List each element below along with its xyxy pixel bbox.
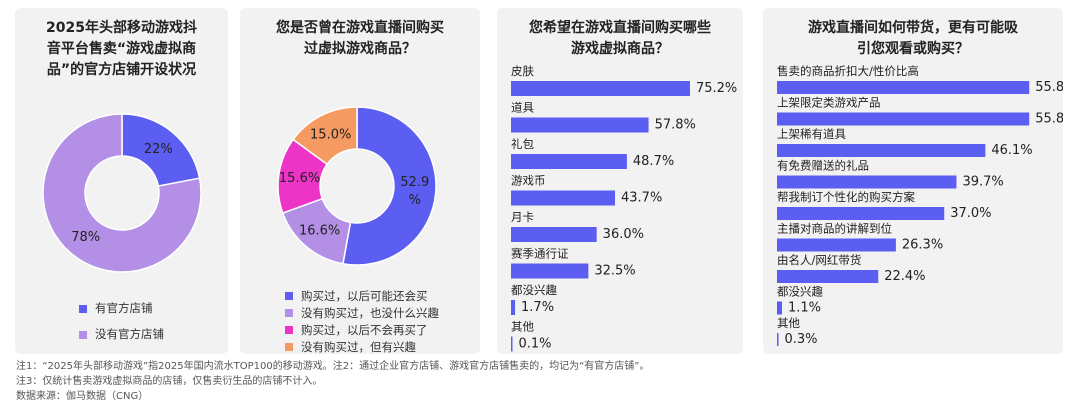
value-label: 48.7% bbox=[633, 154, 674, 169]
value-label: 1.7% bbox=[521, 300, 554, 315]
bar bbox=[777, 207, 945, 220]
bar-chart-sales-methods: 售卖的商品折扣大/性价比高 55.8% 上架限定类游戏产品 55.8% 上架稀有道具 46… bbox=[777, 64, 1063, 347]
legend-entry: 有官方店铺 bbox=[79, 300, 164, 317]
category-label: 月卡 bbox=[511, 210, 534, 224]
value-label: 36.0% bbox=[603, 227, 644, 242]
legend-entry: 购买过，以后可能还会买 bbox=[285, 287, 439, 304]
bar bbox=[777, 333, 779, 346]
legend-entry: 没有购买过，也没什么兴趣 bbox=[285, 304, 439, 321]
legend-label: 购买过，以后可能还会买 bbox=[301, 288, 428, 303]
bar bbox=[777, 301, 782, 315]
legend-swatch bbox=[285, 342, 293, 351]
category-label: 上架限定类游戏产品 bbox=[777, 96, 881, 110]
value-label: 43.7% bbox=[621, 191, 662, 206]
panel-desired-items: 您希望在游戏直播间购买哪些 游戏虚拟商品？ 皮肤 75.2% 道具 57.8% 礼包 48… bbox=[497, 8, 743, 354]
bar bbox=[777, 144, 986, 157]
legend-swatch bbox=[79, 330, 87, 339]
panel-title: 您是否曾在游戏直播间购买 过虚拟游戏商品？ bbox=[276, 20, 444, 57]
legend-entry: 购买过，以后不会再买了 bbox=[285, 321, 439, 338]
pie-chart-official-stores: 22% 78% bbox=[42, 113, 202, 273]
bar bbox=[511, 227, 597, 242]
bar bbox=[511, 117, 649, 133]
category-label: 帮我制订个性化的购买方案 bbox=[777, 190, 915, 204]
bar bbox=[777, 81, 1030, 94]
legend-label: 没有官方店铺 bbox=[95, 327, 164, 341]
value-label: 32.5% bbox=[594, 264, 635, 279]
bar bbox=[777, 270, 879, 283]
bar bbox=[511, 300, 516, 315]
bar bbox=[777, 175, 957, 189]
legend-official-stores: 有官方店铺没有官方店铺 bbox=[79, 300, 164, 343]
category-label: 由名人/网红带货 bbox=[777, 253, 861, 267]
category-label: 主播对商品的讲解到位 bbox=[777, 222, 892, 236]
slice-label: 15.6% bbox=[279, 170, 320, 185]
category-label: 都没兴趣 bbox=[777, 285, 823, 299]
category-label: 礼包 bbox=[511, 137, 534, 151]
value-label: 75.2% bbox=[696, 81, 737, 96]
pie-slice bbox=[292, 106, 358, 166]
category-label: 其他 bbox=[777, 316, 800, 330]
panel-title: 游戏直播间如何带货，更有可能吸 引您观看或购买？ bbox=[808, 20, 1018, 57]
value-label: 1.1% bbox=[788, 301, 821, 316]
category-label: 其他 bbox=[511, 320, 534, 334]
value-label: 55.8% bbox=[1035, 112, 1063, 127]
legend-label: 有官方店铺 bbox=[95, 301, 153, 315]
value-label: 55.8% bbox=[1035, 80, 1063, 95]
bar bbox=[511, 81, 690, 96]
bar bbox=[511, 336, 513, 352]
legend-swatch bbox=[285, 308, 293, 317]
legend-swatch bbox=[79, 304, 87, 313]
footnote-line: 注3：仅统计售卖游戏虚拟商品的店铺，仅售卖衍生品的店铺不计入。 bbox=[16, 376, 323, 387]
legend-swatch bbox=[285, 325, 293, 334]
footnotes: 注1：“2025年头部移动游戏”指2025年国内流水TOP100的移动游戏。注2… bbox=[16, 359, 649, 404]
panel-sales-methods: 游戏直播间如何带货，更有可能吸 引您观看或购买？ 售卖的商品折扣大/性价比高 55… bbox=[763, 8, 1063, 354]
legend-entry: 没有购买过，但有兴趣 bbox=[285, 338, 439, 354]
legend-label: 购买过，以后不会再买了 bbox=[301, 322, 428, 337]
category-label: 皮肤 bbox=[511, 64, 534, 78]
panel-purchase-history: 您是否曾在游戏直播间购买 过虚拟游戏商品？ 52.9% 16.6% 15.6% 15.… bbox=[240, 8, 480, 354]
value-label: 37.0% bbox=[950, 206, 991, 221]
value-label: 0.3% bbox=[785, 332, 818, 347]
legend-label: 没有购买过，但有兴趣 bbox=[301, 339, 416, 354]
category-label: 道具 bbox=[511, 101, 534, 115]
legend-swatch bbox=[285, 291, 293, 300]
slice-label: 78% bbox=[71, 229, 100, 244]
bar bbox=[777, 112, 1030, 126]
slice-label: 52.9% bbox=[400, 175, 429, 208]
panel-title: 2025年头部移动游戏抖 音平台售卖“游戏虚拟商 品”的官方店铺开设状况 bbox=[46, 20, 197, 78]
bar-chart-desired-items: 皮肤 75.2% 道具 57.8% 礼包 48.7% 游戏币 43.7% 月卡 36.0% 赛季通行… bbox=[511, 64, 737, 352]
pie-slice bbox=[342, 106, 437, 266]
pie-slice bbox=[42, 113, 202, 273]
slice-label: 16.6% bbox=[299, 223, 340, 238]
category-label: 有免费赠送的礼品 bbox=[777, 159, 869, 173]
value-label: 22.4% bbox=[884, 269, 925, 284]
panel-title: 您希望在游戏直播间购买哪些 游戏虚拟商品？ bbox=[529, 20, 711, 57]
legend-entry: 没有官方店铺 bbox=[79, 326, 164, 343]
footnote-line: 注1：“2025年头部移动游戏”指2025年国内流水TOP100的移动游戏。注2… bbox=[16, 361, 650, 372]
bar bbox=[777, 238, 896, 252]
legend-purchase-history: 购买过，以后可能还会买 没有购买过，也没什么兴趣 购买过，以后不会再买了 没有购买过，… bbox=[285, 287, 439, 354]
value-label: 26.3% bbox=[902, 238, 943, 253]
bar bbox=[511, 154, 627, 169]
bar bbox=[511, 190, 616, 206]
panel-official-stores: 2025年头部移动游戏抖 音平台售卖“游戏虚拟商 品”的官方店铺开设状况 22%… bbox=[15, 8, 228, 354]
value-label: 39.7% bbox=[962, 175, 1003, 190]
category-label: 游戏币 bbox=[511, 174, 546, 188]
value-label: 57.8% bbox=[655, 118, 696, 133]
category-label: 都没兴趣 bbox=[511, 283, 557, 297]
value-label: 46.1% bbox=[991, 143, 1032, 158]
category-label: 售卖的商品折扣大/性价比高 bbox=[777, 64, 919, 78]
slice-label: 22% bbox=[144, 142, 173, 157]
slice-label: 15.0% bbox=[310, 127, 351, 142]
donut-chart-purchase-history: 52.9 % 16.6% 15.6% 15.0% bbox=[277, 106, 437, 266]
legend-label: 没有购买过，也没什么兴趣 bbox=[301, 305, 439, 320]
category-label: 上架稀有道具 bbox=[777, 127, 846, 141]
value-label: 0.1% bbox=[519, 337, 552, 352]
footnote-line: 数据来源：伽马数据（CNG） bbox=[16, 391, 149, 402]
category-label: 赛季通行证 bbox=[511, 247, 569, 261]
bar bbox=[511, 263, 589, 279]
